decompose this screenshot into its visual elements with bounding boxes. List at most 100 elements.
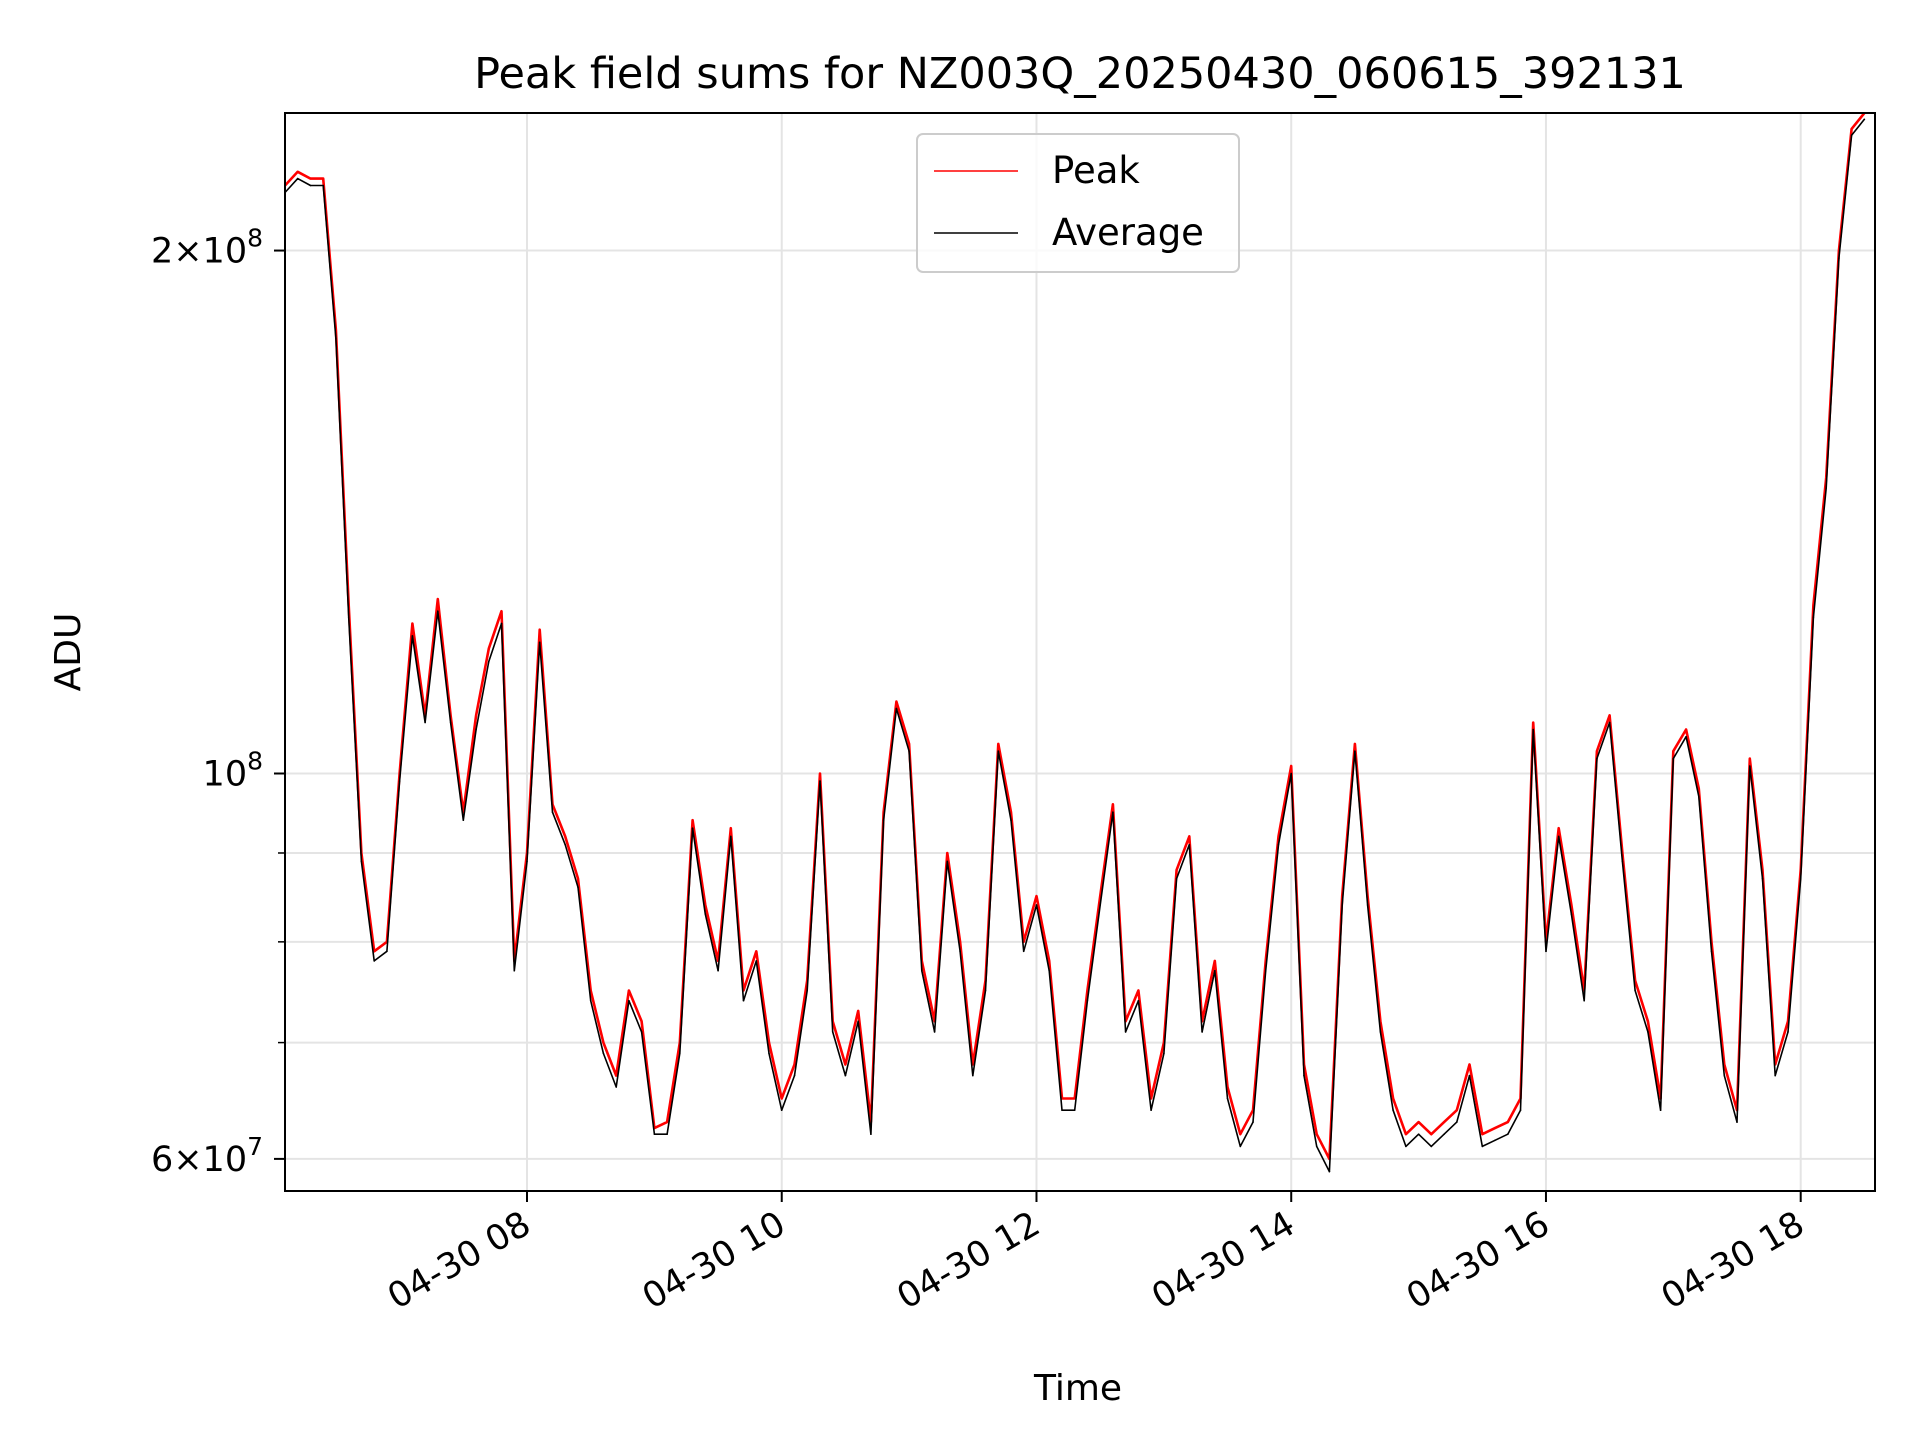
data-point-average <box>997 750 1000 752</box>
data-point-average <box>462 819 465 821</box>
data-point-average <box>1545 950 1547 953</box>
data-point-average <box>755 960 758 962</box>
data-point-average <box>1303 1074 1305 1077</box>
data-point-average <box>449 721 452 724</box>
data-point-average <box>806 989 808 992</box>
legend: Peak Average <box>916 133 1240 273</box>
data-point-peak <box>1494 1127 1496 1129</box>
data-point-average <box>1405 1145 1407 1148</box>
data-point-average <box>1379 1031 1382 1033</box>
data-point-peak <box>857 1010 859 1012</box>
grid <box>285 113 1875 1191</box>
data-point-average <box>653 1133 656 1135</box>
data-point-average <box>1073 1109 1076 1111</box>
data-point-average <box>1519 1109 1522 1111</box>
data-point-average <box>730 835 732 838</box>
data-point-average <box>984 989 987 992</box>
data-point-average <box>870 1133 872 1135</box>
data-point-average <box>1328 1170 1331 1173</box>
data-point-average <box>475 728 477 731</box>
data-point-peak <box>309 177 312 180</box>
data-point-peak <box>1214 960 1216 962</box>
data-point-peak <box>1430 1133 1433 1135</box>
data-point-peak <box>666 1121 668 1123</box>
data-point-average <box>1163 1052 1165 1055</box>
data-point-peak <box>1443 1121 1445 1123</box>
data-point-peak <box>538 628 541 631</box>
data-point-peak <box>1137 989 1140 992</box>
data-point-average <box>1188 843 1191 846</box>
data-point-average <box>360 860 363 863</box>
data-point-average <box>1277 843 1280 846</box>
data-point-average <box>1315 1145 1318 1148</box>
data-point-peak <box>1417 1121 1420 1123</box>
data-point-average <box>1252 1121 1254 1123</box>
data-point-peak <box>1685 728 1687 731</box>
data-point-average <box>1010 819 1012 821</box>
data-point-average <box>1838 257 1840 259</box>
data-point-average <box>615 1086 617 1088</box>
data-point-peak <box>500 610 503 612</box>
data-point-average <box>1214 969 1216 972</box>
data-point-average <box>1366 904 1369 906</box>
data-point-average <box>1825 487 1827 489</box>
y-tick-label: 108 <box>203 746 263 794</box>
data-point-average <box>1150 1109 1152 1111</box>
data-point-average <box>296 177 299 180</box>
data-point-average <box>589 999 592 1002</box>
data-point-average <box>1507 1133 1509 1135</box>
data-point-peak <box>1570 904 1573 906</box>
data-point-average <box>1557 835 1560 838</box>
data-point-average <box>1723 1074 1726 1077</box>
data-point-average <box>373 960 376 962</box>
data-point-average <box>1048 969 1050 972</box>
data-point-average <box>1175 877 1178 880</box>
data-point-average <box>1659 1109 1662 1111</box>
data-point-peak <box>1672 750 1675 752</box>
data-point-average <box>1685 735 1687 738</box>
data-point-peak <box>296 171 299 173</box>
data-point-average <box>1430 1145 1433 1148</box>
data-point-average <box>882 819 885 821</box>
data-point-average <box>513 969 516 972</box>
data-point-peak <box>730 827 732 829</box>
data-point-average <box>1608 721 1611 724</box>
data-point-average <box>1112 811 1114 813</box>
data-point-average <box>1022 950 1025 953</box>
data-point-average <box>679 1052 681 1055</box>
data-point-peak <box>1596 750 1598 752</box>
data-point-peak <box>577 877 579 880</box>
data-point-peak <box>1507 1121 1509 1123</box>
data-point-average <box>933 1031 936 1033</box>
data-point-average <box>1392 1109 1394 1111</box>
data-point-average <box>780 1109 783 1111</box>
data-point-peak <box>1086 989 1089 992</box>
data-point-peak <box>1456 1109 1458 1111</box>
data-point-average <box>1341 904 1343 906</box>
data-point-average <box>1226 1097 1229 1100</box>
data-point-average <box>921 969 923 972</box>
data-point-average <box>640 1031 643 1033</box>
data-point-average <box>1290 772 1292 775</box>
y-axis-ticks: 2×108 108 6×107 <box>151 224 285 1180</box>
data-point-average <box>1583 999 1585 1002</box>
data-point-peak <box>322 177 325 180</box>
data-point-average <box>1481 1145 1484 1148</box>
data-point-average <box>1532 728 1534 731</box>
data-point-peak <box>1175 869 1178 871</box>
data-point-average <box>1596 757 1598 760</box>
data-point-average <box>309 184 312 187</box>
data-point-average <box>411 635 414 637</box>
plot-frame <box>284 112 1876 1192</box>
data-point-average <box>1672 757 1675 760</box>
data-point-average <box>538 641 541 644</box>
data-point-average <box>1099 904 1101 906</box>
data-point-average <box>551 811 554 813</box>
legend-label-peak: Peak <box>1052 149 1140 192</box>
data-point-peak <box>768 1041 770 1044</box>
data-point-peak <box>1073 1097 1076 1100</box>
data-point-peak <box>1647 1020 1649 1023</box>
data-point-average <box>857 1020 859 1023</box>
x-axis-label: Time <box>1033 1368 1122 1409</box>
